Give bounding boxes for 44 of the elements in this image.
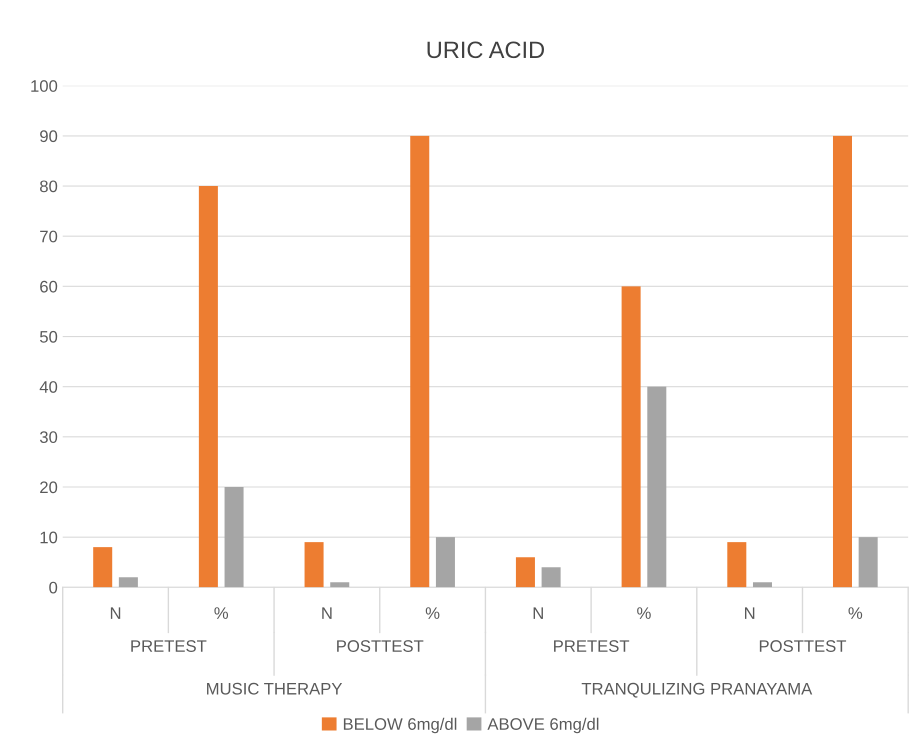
text: TRANQULIZING PRANAYAMA	[582, 682, 812, 698]
chart-title: URIC ACID	[428, 41, 544, 58]
bar	[622, 286, 641, 588]
x-tick-label: %	[637, 607, 651, 619]
text: POSTTEST	[760, 640, 846, 652]
text: POSTTEST	[337, 640, 424, 652]
bar	[647, 386, 666, 588]
bar	[93, 547, 112, 588]
x-tick-label: N	[110, 607, 120, 619]
bar	[198, 186, 218, 588]
bar	[436, 537, 455, 588]
bar	[516, 557, 535, 588]
bar	[542, 567, 561, 588]
x-tick-label: N	[534, 607, 543, 619]
y-tick-label: 40	[40, 381, 58, 393]
text: MUSIC THERAPY	[207, 682, 342, 695]
y-tick-label: 20	[40, 481, 58, 494]
y-tick-label: 70	[40, 230, 58, 242]
x-tick-label: N	[322, 607, 332, 619]
bar	[118, 577, 138, 588]
y-tick-label: 0	[49, 582, 58, 594]
x-tick-label: %	[426, 607, 440, 619]
bar	[727, 542, 746, 588]
legend-label: ABOVE 6mg/dl	[487, 718, 598, 734]
y-tick-label: 100	[31, 80, 58, 92]
text: PRETEST	[554, 640, 630, 652]
bar	[832, 136, 852, 588]
x-tick-label: N	[744, 607, 754, 619]
y-tick-label: 10	[40, 532, 58, 544]
x-tick-label: %	[848, 607, 862, 619]
x-tick-label: %	[214, 607, 228, 619]
y-tick-label: 50	[40, 330, 58, 343]
bar	[410, 136, 430, 588]
bar	[224, 486, 244, 588]
y-tick-label: 60	[40, 280, 58, 293]
text: PRETEST	[131, 640, 206, 652]
legend-label: BELOW 6mg/dl	[344, 718, 456, 734]
bar	[304, 542, 324, 588]
y-tick-label: 90	[40, 130, 58, 142]
y-tick-label: 80	[40, 180, 58, 192]
bar	[752, 582, 772, 588]
bar	[330, 582, 350, 588]
bar	[858, 537, 878, 588]
y-tick-label: 30	[40, 431, 58, 444]
